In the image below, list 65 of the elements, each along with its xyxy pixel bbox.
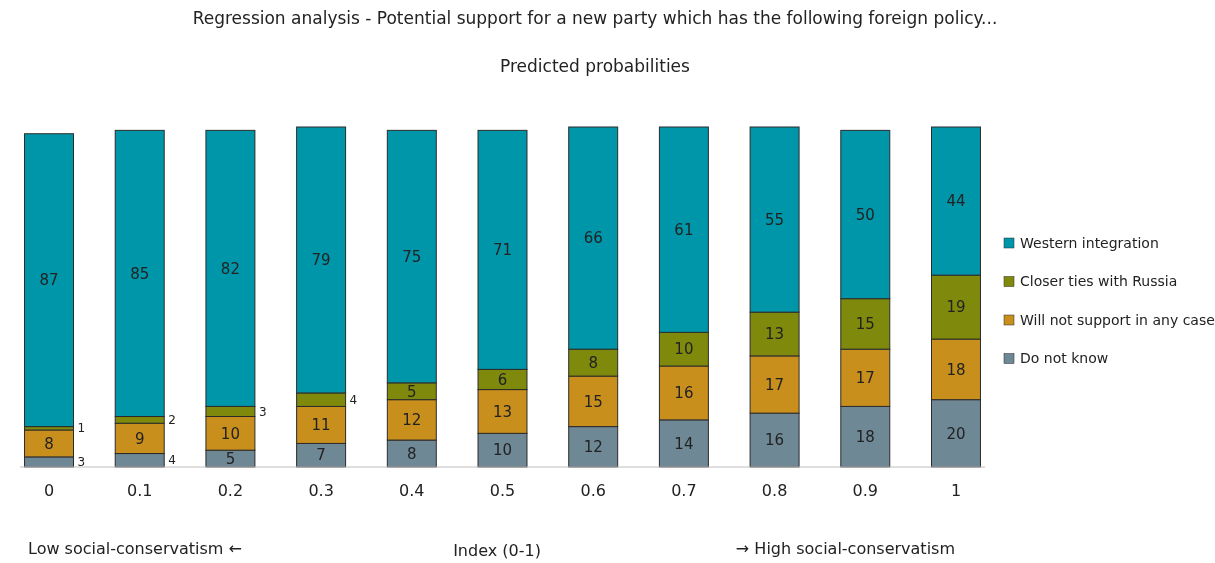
data-label: 6 [497,370,508,389]
x-tick-label: 0.2 [217,481,244,500]
legend-label: Do not know [1020,350,1109,367]
data-label: 14 [674,434,694,453]
data-label: 44 [946,192,966,211]
data-label: 17 [855,369,875,388]
data-label: 79 [311,251,331,270]
chart-title: Regression analysis - Potential support for a new party which has the following foreign policy... [192,8,998,28]
x-tick-label: 0.1 [126,481,153,500]
x-tick-label: 0.8 [761,481,788,500]
x-tick-label: 0.6 [580,481,606,500]
legend-label: Will not support in any case [1020,311,1215,328]
data-label: 16 [765,431,785,450]
data-label: 61 [674,220,694,239]
legend-label: Closer ties with Russia [1020,273,1178,290]
x-tick-label: 0.4 [399,481,425,500]
data-label: 55 [765,210,785,229]
data-label: 82 [220,259,240,278]
data-label: 20 [946,424,966,443]
data-label: 2 [168,413,176,428]
data-label: 4 [349,392,358,407]
data-label: 10 [674,340,694,359]
data-label: 12 [402,411,422,430]
data-label: 4 [168,453,176,468]
data-label: 15 [855,315,875,334]
data-label: 75 [402,247,422,266]
data-label: 13 [492,402,513,421]
data-label: 13 [765,325,785,344]
legend-label: Western integration [1020,234,1159,251]
data-label: 10 [220,424,240,443]
bar [24,133,75,428]
data-label: 18 [855,427,875,446]
chart-subtitle: Predicted probabilities [500,56,691,76]
data-label: 3 [77,455,86,470]
data-label: 12 [583,438,603,457]
x-tick-label: 0 [43,481,55,500]
x-tick-label: 0.7 [671,481,697,500]
data-label: 85 [130,264,150,283]
x-tick-label: 0.3 [308,481,334,500]
x-tick-label: 0.9 [852,481,879,500]
data-label: 5 [225,449,236,468]
data-label: 7 [316,446,326,465]
data-label: 87 [39,271,59,290]
data-label: 50 [855,205,875,224]
data-label: 18 [946,360,966,379]
data-label: 15 [583,392,603,411]
data-label: 8 [407,444,417,463]
data-label: 1 [77,421,86,436]
data-label: 11 [311,416,331,435]
data-label: 17 [765,375,785,394]
data-label: 71 [492,241,513,260]
data-label: 5 [407,382,417,401]
data-label: 19 [946,298,966,317]
data-label: 66 [583,229,603,248]
x-axis-title: Index (0-1) [453,541,541,560]
data-label: 3 [258,404,267,419]
data-label: 8 [44,434,54,453]
text: Low social-conservatism ← [28,539,242,558]
x-tick-label: 1 [950,481,962,500]
data-label: 8 [588,353,598,372]
x-tick-label: 0.5 [489,481,516,500]
data-label: 16 [674,384,694,403]
data-label: 9 [134,429,145,448]
data-label: 10 [492,441,513,460]
text: → High social-conservatism [735,539,955,558]
